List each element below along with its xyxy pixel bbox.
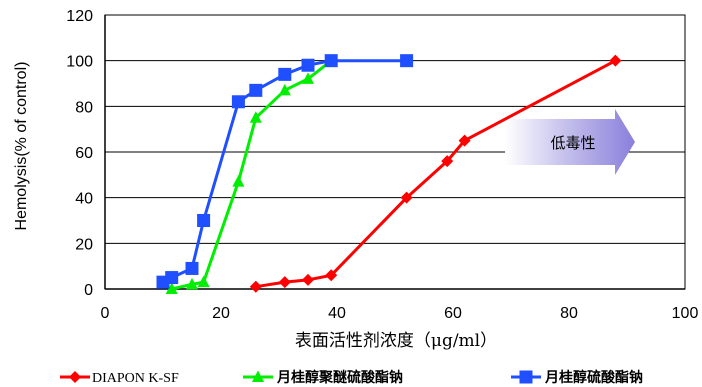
legend-marker (519, 370, 533, 384)
legend: DIAPON K-SF 月桂醇聚醚硫酸酯钠 月桂醇硫酸酯钠 (60, 369, 643, 386)
data-point (609, 54, 622, 67)
x-tick-label: 100 (672, 305, 699, 322)
data-point (302, 72, 314, 84)
data-point (302, 273, 314, 286)
legend-item-1: DIAPON K-SF (60, 371, 179, 386)
data-point (278, 67, 292, 81)
x-axis-title: 表面活性剂浓度（μg/ml） (295, 331, 497, 351)
legend-marker (252, 370, 264, 382)
data-point (458, 134, 471, 147)
data-point (165, 282, 178, 294)
legend-label: 月桂醇聚醚硫酸酯钠 (276, 369, 403, 386)
data-point (197, 275, 210, 288)
annotation-label: 低毒性 (550, 134, 595, 152)
x-tick-label: 0 (101, 305, 110, 322)
legend-item-3: 月桂醇硫酸酯钠 (511, 369, 643, 386)
data-point (249, 280, 262, 293)
data-point (324, 54, 338, 68)
x-tick-label: 20 (212, 305, 230, 322)
series-3 (156, 54, 414, 289)
y-tick-label: 100 (66, 54, 93, 71)
y-tick-label: 80 (75, 99, 93, 116)
data-point (249, 111, 262, 123)
series-1 (249, 54, 622, 293)
y-tick-label: 0 (84, 282, 93, 299)
tick-labels: 0 20 40 60 80 100 120 0 20 40 60 80 100 (66, 8, 698, 322)
y-axis-title: Hemolysis(% of control) (13, 62, 30, 231)
legend-marker (69, 371, 81, 383)
series-line (255, 59, 617, 289)
data-point (165, 271, 179, 285)
y-tick-label: 20 (75, 236, 93, 253)
x-tick-label: 40 (328, 305, 346, 322)
data-point (186, 277, 198, 290)
y-tick-label: 60 (75, 145, 93, 162)
y-tick-label: 120 (66, 8, 93, 25)
data-point (278, 83, 291, 96)
x-tick-label: 60 (444, 305, 462, 322)
data-point (301, 58, 315, 72)
y-tick-label: 40 (75, 191, 93, 208)
data-point (185, 261, 199, 275)
series-line (162, 59, 407, 284)
axes (104, 14, 686, 290)
x-tick-label: 80 (560, 305, 578, 322)
data-point (232, 175, 245, 187)
low-toxicity-annotation: 低毒性 (505, 109, 635, 175)
data-point (278, 276, 291, 289)
data-point (400, 54, 414, 68)
data-point (400, 191, 413, 204)
data-point (441, 155, 454, 168)
data-point (249, 83, 263, 97)
arrow-icon (505, 109, 635, 175)
data-point (231, 95, 245, 109)
series-group (156, 54, 622, 294)
data-point (197, 214, 211, 227)
legend-item-2: 月桂醇聚醚硫酸酯钠 (243, 369, 403, 386)
data-point (325, 269, 338, 282)
legend-label: 月桂醇硫酸酯钠 (544, 369, 643, 386)
legend-label: DIAPON K-SF (92, 371, 179, 386)
